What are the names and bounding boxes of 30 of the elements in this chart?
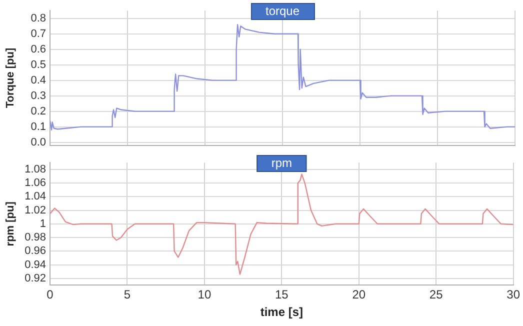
x-tick-label: 25 — [429, 288, 444, 302]
y-tick-label: 0.8 — [30, 12, 46, 24]
y-tick-label: 0.94 — [24, 258, 46, 271]
x-tick-label: 15 — [274, 288, 289, 302]
y-tick-label: 1.04 — [24, 190, 46, 203]
y-axis-title: Torque [pu] — [4, 48, 17, 108]
y-tick-label: 1.08 — [24, 163, 46, 176]
x-tick-label: 20 — [352, 288, 366, 302]
y-tick-label: 0.96 — [24, 245, 46, 258]
y-tick-label: 0.6 — [30, 43, 46, 56]
y-tick-label: 1.02 — [24, 204, 46, 216]
chart-title: torque — [250, 2, 315, 20]
y-tick-label: 0.5 — [30, 58, 46, 71]
y-tick-label: 0.0 — [30, 136, 46, 148]
chart-title: rpm — [256, 154, 307, 172]
y-tick-label: 1.06 — [24, 177, 46, 190]
x-axis-title: time [s] — [260, 305, 304, 320]
y-tick-label: 0.98 — [24, 232, 46, 244]
x-tick-label: 10 — [198, 288, 212, 302]
y-tick-label: 0.3 — [30, 90, 46, 102]
x-tick-label: 5 — [124, 288, 131, 302]
y-tick-label: 0.92 — [24, 272, 46, 284]
y-axis-title: rpm [pu] — [4, 201, 17, 246]
x-tick-label: 30 — [506, 288, 520, 302]
y-tick-label: 0.4 — [30, 74, 46, 86]
x-tick-label: 0 — [46, 288, 54, 302]
y-tick-label: 0.2 — [30, 105, 46, 118]
y-tick-label: 1 — [40, 218, 46, 230]
y-tick-label: 0.7 — [30, 28, 46, 40]
y-tick-label: 0.1 — [30, 120, 46, 133]
